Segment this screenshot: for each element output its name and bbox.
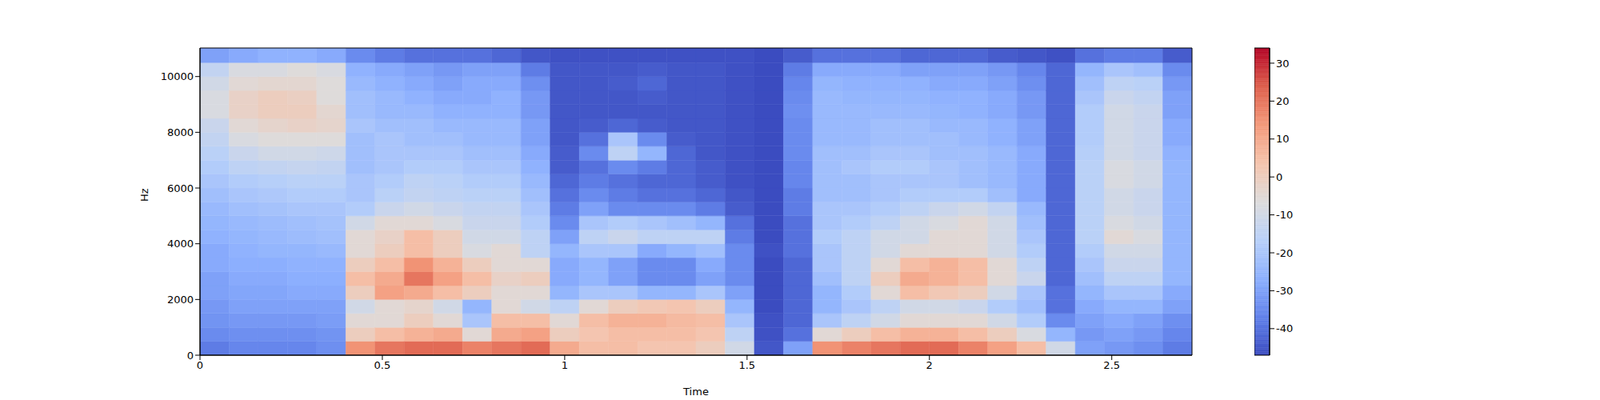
svg-text:Time: Time bbox=[682, 385, 709, 398]
svg-text:2: 2 bbox=[926, 359, 933, 372]
svg-text:0: 0 bbox=[196, 359, 204, 372]
svg-text:6000: 6000 bbox=[167, 182, 194, 195]
svg-text:20: 20 bbox=[1276, 95, 1290, 108]
svg-text:1: 1 bbox=[561, 359, 568, 372]
svg-text:-10: -10 bbox=[1276, 208, 1293, 221]
svg-text:2.5: 2.5 bbox=[1103, 359, 1120, 372]
svg-text:4000: 4000 bbox=[167, 237, 194, 250]
svg-text:1.5: 1.5 bbox=[738, 359, 756, 372]
svg-text:0: 0 bbox=[1276, 171, 1283, 184]
svg-text:8000: 8000 bbox=[167, 126, 194, 139]
svg-text:-30: -30 bbox=[1276, 284, 1293, 297]
svg-text:10000: 10000 bbox=[160, 70, 194, 83]
svg-text:Hz: Hz bbox=[138, 188, 151, 202]
svg-text:-40: -40 bbox=[1276, 322, 1293, 335]
svg-text:2000: 2000 bbox=[167, 293, 194, 306]
svg-text:30: 30 bbox=[1276, 57, 1290, 70]
svg-text:-20: -20 bbox=[1276, 247, 1293, 260]
svg-text:0: 0 bbox=[187, 349, 194, 362]
svg-text:0.5: 0.5 bbox=[374, 359, 392, 372]
svg-text:10: 10 bbox=[1276, 132, 1290, 145]
